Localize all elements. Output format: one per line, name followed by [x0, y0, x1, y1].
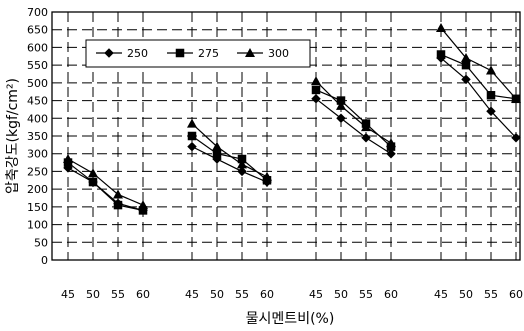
x-tick-label: 60	[260, 288, 274, 301]
data-point-275	[461, 60, 471, 70]
y-tick-label: 200	[27, 183, 48, 196]
y-tick-label: 600	[27, 41, 48, 54]
y-tick-label: 300	[27, 148, 48, 161]
data-point-250	[311, 94, 321, 104]
x-axis-ticks: 45 50 55 60 45 50 55 60 45 50 55 60 45 50 55 60	[61, 288, 523, 301]
x-tick-label: 55	[359, 288, 373, 301]
y-tick-label: 550	[27, 59, 48, 72]
y-axis-ticks: 0 50 100 150 200 250 300 350 400 450 500 550 600 650 7…	[27, 6, 48, 267]
data-point-275	[237, 154, 247, 164]
x-tick-label: 45	[61, 288, 75, 301]
y-tick-label: 250	[27, 165, 48, 178]
series-line-275	[67, 162, 144, 211]
data-point-300	[461, 53, 471, 63]
data-point-300	[436, 22, 446, 32]
y-tick-label: 400	[27, 112, 48, 125]
x-tick-label: 45	[434, 288, 448, 301]
x-axis-label: 물시멘트비(%)	[246, 311, 335, 327]
data-point-300	[511, 93, 521, 103]
data-point-275	[212, 149, 222, 158]
data-point-275	[311, 85, 321, 95]
y-tick-label: 450	[27, 95, 48, 108]
data-point-275	[336, 96, 346, 105]
x-tick-label: 55	[484, 288, 498, 301]
legend-marker-275	[175, 48, 185, 58]
series-line-250	[315, 98, 392, 155]
data-point-300	[138, 200, 148, 210]
data-point-275	[138, 206, 148, 215]
series-line-275	[440, 53, 517, 100]
legend-label-275: 275	[198, 47, 219, 60]
data-point-300	[63, 154, 73, 164]
data-point-275	[113, 200, 123, 210]
y-tick-label: 700	[27, 6, 48, 19]
y-tick-label: 0	[41, 254, 48, 267]
x-tick-label: 60	[136, 288, 150, 301]
data-point-250	[486, 106, 496, 116]
data-point-300	[486, 65, 496, 75]
data-point-275	[187, 131, 197, 141]
series-line-300	[440, 27, 517, 100]
x-tick-label: 60	[509, 288, 523, 301]
data-point-300	[212, 141, 222, 151]
series-line-300	[67, 158, 144, 206]
series-line-250	[191, 146, 268, 183]
series-line-250	[440, 57, 517, 139]
data-point-300	[88, 168, 98, 178]
data-point-250	[187, 141, 197, 152]
data-point-300	[237, 159, 247, 169]
series-line-250	[67, 167, 144, 211]
x-tick-label: 45	[185, 288, 199, 301]
data-point-250	[336, 113, 346, 124]
series-line-300	[191, 123, 268, 178]
series	[63, 22, 521, 216]
x-tick-label: 55	[111, 288, 125, 301]
legend-box	[85, 39, 311, 68]
y-tick-label: 650	[27, 24, 48, 37]
data-point-250	[237, 166, 247, 177]
x-tick-label: 50	[459, 288, 473, 301]
x-tick-label: 45	[309, 288, 323, 301]
data-point-275	[88, 177, 98, 187]
x-tick-label: 50	[86, 288, 100, 301]
x-tick-label: 50	[334, 288, 348, 301]
data-point-275	[486, 91, 496, 100]
y-tick-label: 350	[27, 130, 48, 143]
legend-marker-250	[104, 48, 114, 58]
y-axis-label: 압축강도(kgf/cm²)	[5, 78, 21, 194]
y-tick-label: 100	[27, 219, 48, 232]
data-point-300	[113, 189, 123, 199]
data-point-300	[386, 138, 396, 148]
data-point-250	[511, 133, 521, 143]
data-point-300	[336, 100, 346, 110]
data-point-250	[461, 74, 471, 85]
data-point-300	[262, 171, 272, 181]
x-tick-label: 50	[210, 288, 224, 301]
x-tick-label: 60	[384, 288, 398, 301]
x-tick-label: 55	[235, 288, 249, 301]
y-tick-label: 500	[27, 77, 48, 90]
y-tick-label: 50	[34, 236, 48, 249]
legend-label-250: 250	[127, 47, 148, 60]
plot-area	[51, 11, 521, 261]
data-point-300	[311, 76, 321, 86]
y-tick-label: 150	[27, 201, 48, 214]
data-point-275	[436, 50, 446, 59]
data-point-300	[187, 118, 197, 128]
series-line-300	[315, 80, 392, 144]
legend: 250 275 300	[85, 39, 311, 68]
data-point-250	[386, 148, 396, 159]
legend-marker-300	[245, 48, 255, 57]
series-line-275	[191, 135, 268, 181]
data-point-300	[361, 122, 371, 132]
legend-label-300: 300	[268, 47, 289, 60]
data-point-250	[361, 133, 371, 143]
